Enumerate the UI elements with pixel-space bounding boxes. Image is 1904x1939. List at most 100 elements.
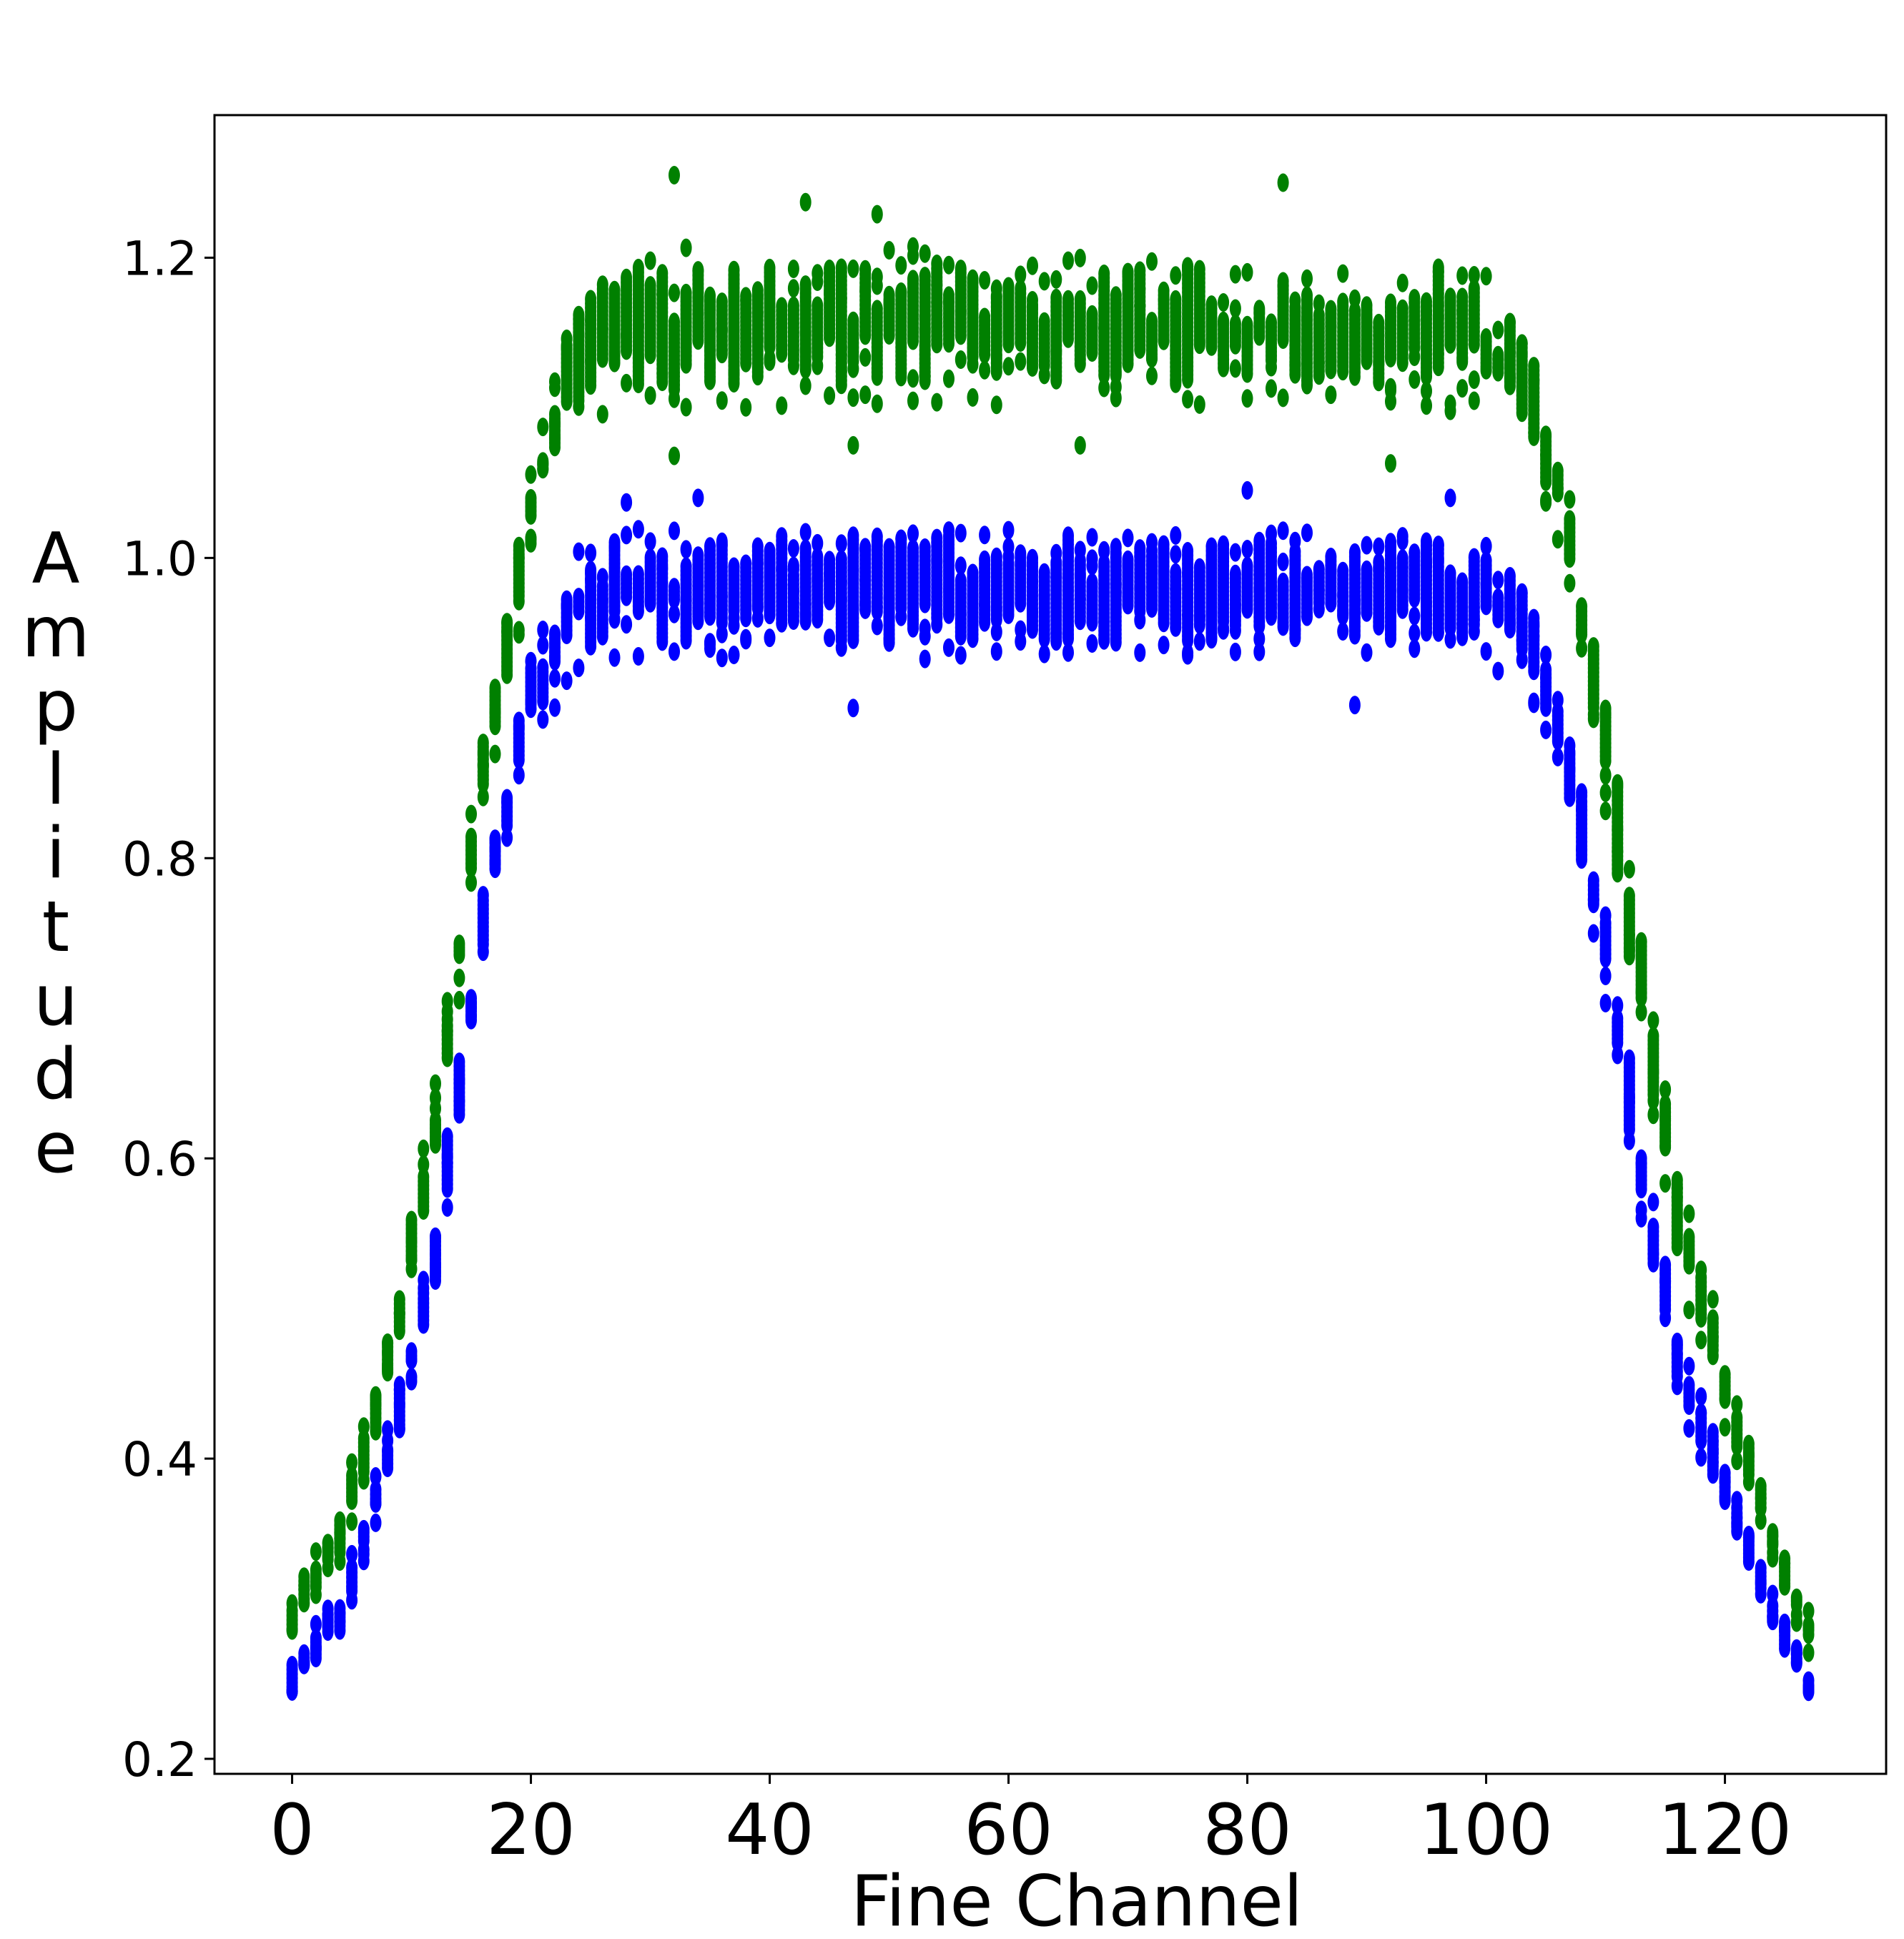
green-data-point — [1647, 1105, 1659, 1125]
green-data-point — [1468, 266, 1480, 285]
blue-data-point — [1027, 548, 1038, 568]
y-tick-label: 1.2 — [122, 231, 197, 286]
green-data-point — [1038, 272, 1050, 291]
blue-data-point — [1158, 562, 1170, 581]
green-data-point — [669, 166, 680, 184]
green-data-point — [824, 284, 836, 302]
green-data-point — [1385, 381, 1396, 400]
blue-data-point — [608, 538, 621, 557]
blue-data-point — [357, 1519, 370, 1539]
green-data-point — [1456, 379, 1469, 398]
blue-data-point — [1635, 1208, 1647, 1228]
blue-data-point — [787, 539, 799, 558]
green-data-point — [1612, 819, 1624, 839]
green-data-point — [1659, 1080, 1672, 1099]
blue-data-point — [1229, 543, 1241, 562]
blue-data-point — [859, 540, 872, 559]
green-data-point — [1337, 362, 1349, 381]
blue-data-point — [1671, 1376, 1683, 1396]
green-data-point — [1540, 445, 1552, 465]
blue-data-point — [751, 553, 764, 573]
green-data-point — [776, 336, 788, 355]
green-data-point — [1396, 273, 1409, 292]
green-data-point — [1373, 353, 1385, 372]
green-data-point — [751, 304, 764, 323]
green-data-point — [859, 385, 872, 405]
blue-data-point — [1671, 1336, 1683, 1356]
green-data-point — [1193, 395, 1205, 414]
blue-data-point — [1444, 564, 1456, 583]
blue-data-point — [1337, 586, 1349, 605]
blue-data-point — [346, 1544, 358, 1564]
green-data-point — [967, 355, 979, 374]
green-data-point — [1779, 1554, 1791, 1574]
blue-data-point — [979, 550, 991, 569]
green-data-point — [1528, 371, 1540, 390]
green-data-point — [1361, 340, 1373, 359]
green-data-point — [1576, 623, 1588, 641]
green-data-point — [1421, 381, 1432, 400]
blue-data-point — [1062, 526, 1074, 546]
green-data-point — [835, 345, 847, 365]
green-data-point — [1050, 342, 1062, 361]
green-data-point — [382, 1343, 394, 1362]
green-data-point — [1742, 1446, 1755, 1465]
green-data-point — [1050, 288, 1062, 307]
green-data-point — [728, 260, 740, 280]
green-data-point — [990, 346, 1002, 365]
green-data-point — [1134, 296, 1146, 315]
green-data-point — [370, 1421, 382, 1441]
green-data-point — [787, 279, 799, 298]
blue-data-point — [1301, 523, 1313, 543]
blue-data-point — [692, 576, 704, 596]
green-data-point — [430, 1088, 441, 1107]
green-data-point — [669, 389, 680, 408]
green-data-point — [716, 321, 728, 340]
green-data-point — [895, 256, 907, 275]
blue-data-point — [1683, 1396, 1695, 1415]
green-data-point — [1241, 262, 1253, 282]
green-data-point — [1027, 319, 1038, 338]
x-axis-label: Fine Channel — [851, 1861, 1303, 1939]
blue-data-point — [1385, 533, 1396, 552]
blue-data-point — [346, 1558, 358, 1577]
blue-data-point — [1110, 538, 1122, 557]
green-data-point — [1134, 280, 1146, 299]
x-tick-label: 20 — [486, 1790, 576, 1871]
green-data-point — [859, 281, 872, 300]
blue-data-point — [1647, 1218, 1659, 1237]
blue-data-point — [787, 556, 799, 576]
green-data-point — [1409, 370, 1421, 389]
green-data-point — [1218, 313, 1230, 332]
blue-series — [286, 480, 1815, 1702]
green-data-point — [1731, 1395, 1743, 1414]
green-data-point — [883, 241, 895, 260]
green-data-point — [1707, 1309, 1719, 1328]
blue-data-point — [310, 1614, 322, 1634]
blue-data-point — [835, 550, 847, 569]
green-data-point — [835, 258, 847, 277]
blue-data-point — [895, 607, 907, 626]
green-data-point — [1385, 454, 1396, 473]
green-data-point — [1074, 435, 1086, 455]
blue-data-point — [1170, 563, 1182, 582]
green-data-point — [1229, 322, 1241, 341]
blue-data-point — [1361, 643, 1373, 662]
blue-data-point — [1277, 521, 1289, 541]
blue-data-point — [513, 766, 525, 785]
green-data-point — [835, 289, 847, 308]
green-data-point — [1229, 359, 1241, 378]
blue-data-point — [286, 1682, 298, 1701]
green-data-point — [859, 347, 872, 367]
blue-data-point — [1193, 606, 1205, 626]
blue-data-point — [370, 1494, 382, 1513]
blue-data-point — [812, 533, 824, 553]
green-data-point — [1480, 360, 1492, 380]
green-data-point — [525, 465, 537, 484]
blue-data-point — [1348, 592, 1361, 611]
blue-data-point — [453, 1052, 465, 1072]
green-data-point — [1623, 887, 1635, 906]
green-data-point — [847, 388, 859, 408]
blue-data-point — [489, 853, 501, 872]
blue-data-point — [1038, 563, 1050, 582]
